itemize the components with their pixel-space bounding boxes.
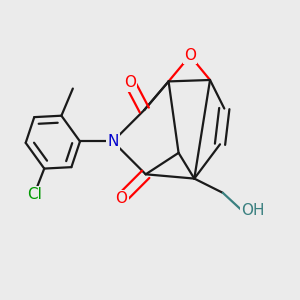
Text: O: O <box>184 48 196 63</box>
Text: Cl: Cl <box>27 187 42 202</box>
Text: O: O <box>116 191 128 206</box>
Text: O: O <box>124 75 136 90</box>
Text: OH: OH <box>242 202 265 217</box>
Text: N: N <box>107 134 118 149</box>
